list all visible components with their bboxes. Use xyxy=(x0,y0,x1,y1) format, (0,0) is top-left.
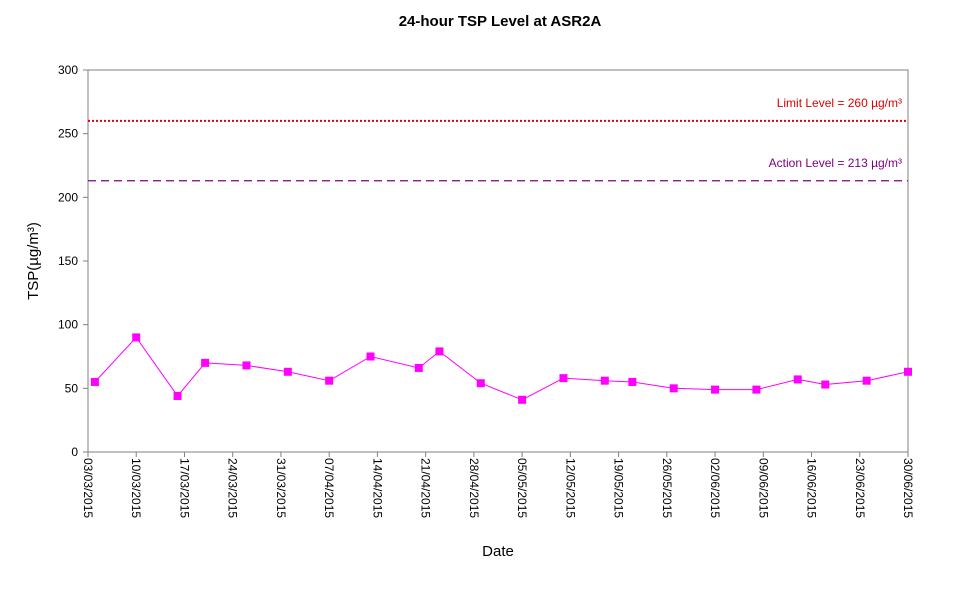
data-point xyxy=(752,385,761,394)
x-tick-label: 10/03/2015 xyxy=(129,458,143,518)
data-point xyxy=(862,376,871,385)
data-point xyxy=(600,376,609,385)
x-tick-label: 02/06/2015 xyxy=(708,458,722,518)
x-tick-label: 30/06/2015 xyxy=(901,458,915,518)
reference-lines: Limit Level = 260 µg/m³ Action Level = 21… xyxy=(88,96,908,182)
data-point xyxy=(821,380,830,389)
data-point xyxy=(283,367,292,376)
data-point xyxy=(173,391,182,400)
series-line xyxy=(94,336,909,401)
x-tick-label: 24/03/2015 xyxy=(226,458,240,518)
data-point xyxy=(904,367,912,376)
y-axis: 0 50 100 150 200 250 300 xyxy=(58,63,88,459)
data-point xyxy=(476,379,485,388)
x-tick-label: 03/03/2015 xyxy=(81,458,95,518)
data-series xyxy=(90,333,912,404)
x-axis-title: Date xyxy=(482,543,514,560)
data-point xyxy=(435,347,444,356)
action-level-label: Action Level = 213 µg/m³ xyxy=(769,156,902,170)
data-point xyxy=(559,374,568,383)
x-tick-label: 07/04/2015 xyxy=(322,458,336,518)
x-tick-label: 14/04/2015 xyxy=(370,458,384,518)
chart-title: 24-hour TSP Level at ASR2A xyxy=(399,13,602,30)
data-point xyxy=(711,385,720,394)
y-tick-label: 200 xyxy=(58,190,78,204)
y-axis-title: TSP(µg/m³) xyxy=(25,222,42,300)
y-tick-label: 50 xyxy=(65,381,79,395)
x-tick-label: 21/04/2015 xyxy=(419,458,433,518)
data-point xyxy=(793,375,802,384)
x-tick-label: 19/05/2015 xyxy=(612,458,626,518)
data-point xyxy=(414,363,423,372)
data-point xyxy=(242,361,251,370)
plot-area-border xyxy=(87,69,909,453)
x-axis: 03/03/2015 10/03/2015 17/03/2015 24/03/2015… xyxy=(81,452,915,518)
y-tick-label: 0 xyxy=(71,445,78,459)
data-point xyxy=(132,333,141,342)
y-tick-label: 150 xyxy=(58,254,78,268)
data-point xyxy=(201,358,210,367)
data-point xyxy=(518,395,527,404)
x-tick-label: 26/05/2015 xyxy=(660,458,674,518)
data-point xyxy=(628,377,637,386)
data-point xyxy=(325,376,334,385)
x-tick-label: 12/05/2015 xyxy=(563,458,577,518)
x-tick-label: 16/06/2015 xyxy=(805,458,819,518)
y-tick-label: 100 xyxy=(58,318,78,332)
x-tick-label: 23/06/2015 xyxy=(853,458,867,518)
data-point xyxy=(366,352,375,361)
x-tick-label: 31/03/2015 xyxy=(274,458,288,518)
x-tick-label: 05/05/2015 xyxy=(515,458,529,518)
data-point xyxy=(90,377,99,386)
y-tick-label: 300 xyxy=(58,63,78,77)
limit-level-label: Limit Level = 260 µg/m³ xyxy=(777,96,902,110)
x-tick-label: 28/04/2015 xyxy=(467,458,481,518)
x-tick-label: 09/06/2015 xyxy=(756,458,770,518)
y-tick-label: 250 xyxy=(58,127,78,141)
x-tick-label: 17/03/2015 xyxy=(177,458,191,518)
data-point xyxy=(669,384,678,393)
